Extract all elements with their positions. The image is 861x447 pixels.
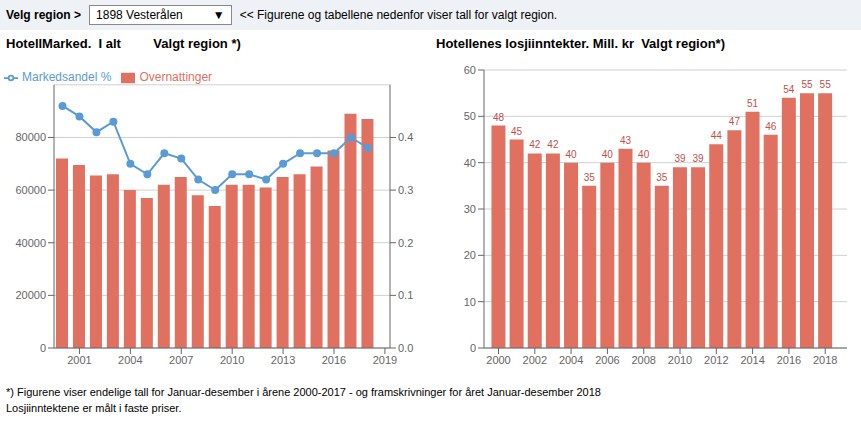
svg-text:0.0: 0.0 xyxy=(398,342,413,354)
html-text:Hotellenes losjiinntekter. Mil: Hotellenes losjiinntekter. Mill. kr Valg… xyxy=(436,36,725,51)
svg-text:40: 40 xyxy=(638,149,650,160)
svg-text:45: 45 xyxy=(511,126,523,137)
svg-text:0: 0 xyxy=(40,342,46,354)
html-text:1898 Vesterålen: 1898 Vesterålen xyxy=(96,8,183,22)
svg-text:80000: 80000 xyxy=(15,131,46,143)
html-text:Markedsandel %: Markedsandel % xyxy=(22,70,112,84)
svg-text:55: 55 xyxy=(801,79,813,90)
svg-text:0.1: 0.1 xyxy=(398,289,413,301)
svg-text:0.3: 0.3 xyxy=(398,184,413,196)
svg-text:40: 40 xyxy=(565,149,577,160)
svg-text:35: 35 xyxy=(584,172,596,183)
svg-text:2006: 2006 xyxy=(595,354,619,366)
html-text:<< Figurene og tabellene neden: << Figurene og tabellene nedenfor viser … xyxy=(239,8,558,22)
svg-text:51: 51 xyxy=(747,98,759,109)
svg-text:55: 55 xyxy=(820,79,832,90)
svg-text:39: 39 xyxy=(674,153,686,164)
svg-text:39: 39 xyxy=(693,153,705,164)
svg-text:42: 42 xyxy=(547,139,559,150)
svg-text:2018: 2018 xyxy=(813,354,837,366)
svg-text:47: 47 xyxy=(729,116,741,127)
svg-text:0: 0 xyxy=(470,342,476,354)
svg-text:20: 20 xyxy=(464,249,476,261)
svg-text:2007: 2007 xyxy=(169,354,193,366)
svg-text:2010: 2010 xyxy=(668,354,692,366)
svg-text:48: 48 xyxy=(493,112,505,123)
svg-text:2000: 2000 xyxy=(486,354,510,366)
svg-text:40: 40 xyxy=(602,149,614,160)
svg-text:0.2: 0.2 xyxy=(398,237,413,249)
svg-text:40: 40 xyxy=(464,157,476,169)
html-text:Velg region >: Velg region > xyxy=(6,8,81,22)
svg-text:2013: 2013 xyxy=(271,354,295,366)
svg-text:35: 35 xyxy=(656,172,668,183)
svg-text:44: 44 xyxy=(711,130,723,141)
svg-text:2004: 2004 xyxy=(559,354,583,366)
svg-text:2010: 2010 xyxy=(220,354,244,366)
svg-text:60000: 60000 xyxy=(15,184,46,196)
svg-text:0.4: 0.4 xyxy=(398,131,413,143)
svg-text:10: 10 xyxy=(464,296,476,308)
html-text:Losjiinntektene er målt i fast: Losjiinntektene er målt i faste priser. xyxy=(6,402,182,414)
svg-text:54: 54 xyxy=(783,84,795,95)
svg-text:60: 60 xyxy=(464,64,476,76)
svg-text:43: 43 xyxy=(620,135,632,146)
svg-text:2019: 2019 xyxy=(373,354,397,366)
svg-text:2016: 2016 xyxy=(777,354,801,366)
svg-text:46: 46 xyxy=(765,121,777,132)
svg-text:2008: 2008 xyxy=(631,354,655,366)
svg-text:50: 50 xyxy=(464,110,476,122)
html-text:*) Figurene viser endelige tal: *) Figurene viser endelige tall for Janu… xyxy=(6,386,601,398)
svg-text:30: 30 xyxy=(464,203,476,215)
svg-text:2014: 2014 xyxy=(740,354,764,366)
svg-text:2001: 2001 xyxy=(67,354,91,366)
svg-text:2016: 2016 xyxy=(322,354,346,366)
html-text:Overnattinger: Overnattinger xyxy=(139,70,213,84)
svg-text:2002: 2002 xyxy=(523,354,547,366)
svg-text:2012: 2012 xyxy=(704,354,728,366)
svg-text:40000: 40000 xyxy=(15,237,46,249)
svg-text:42: 42 xyxy=(529,139,541,150)
svg-text:20000: 20000 xyxy=(15,289,46,301)
svg-text:2004: 2004 xyxy=(118,354,142,366)
html-text:HotellMarked. I alt Valgt regi: HotellMarked. I alt Valgt region *) xyxy=(6,36,241,51)
